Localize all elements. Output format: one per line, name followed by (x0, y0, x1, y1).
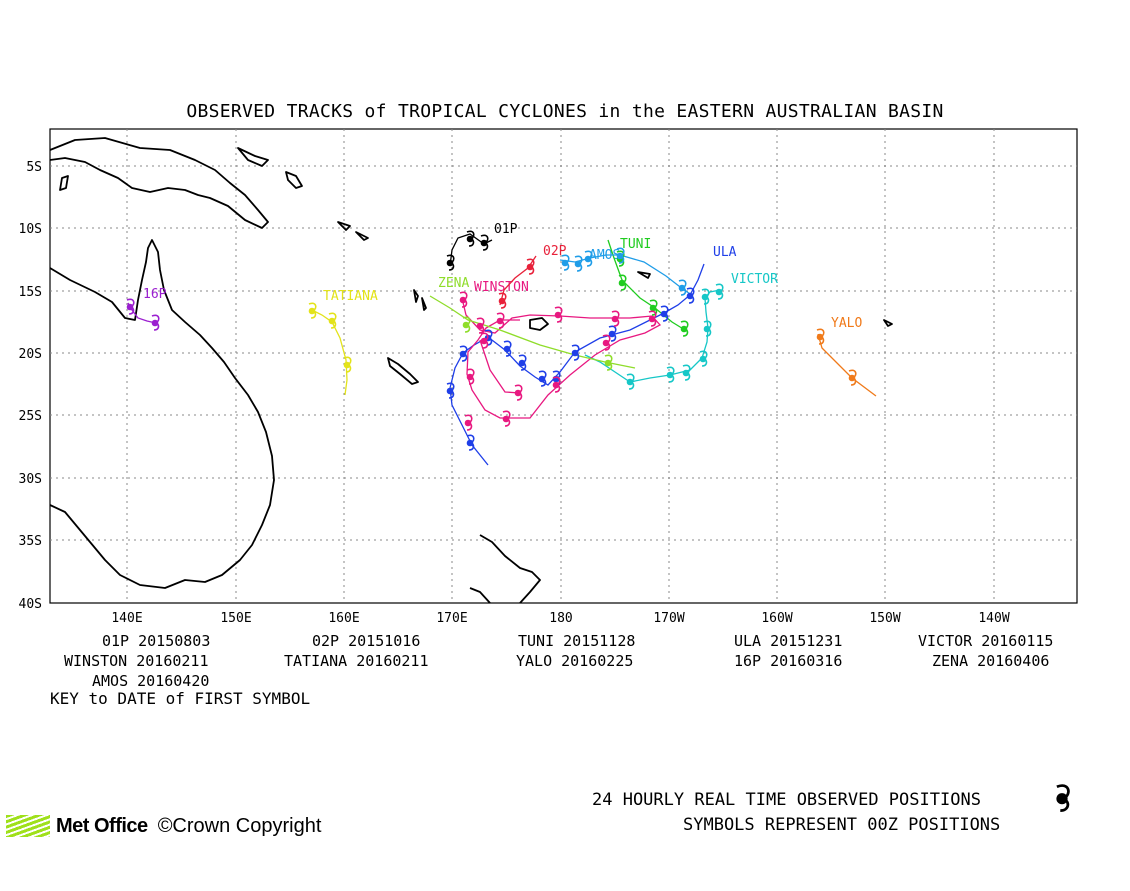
lat-label: 10S (19, 222, 42, 237)
lon-label: 150E (220, 611, 251, 626)
storm-label-zena: ZENA (438, 276, 469, 291)
lat-label: 30S (19, 472, 42, 487)
legend-entry: 16P 20160316 (734, 652, 843, 670)
coastlines (49, 137, 893, 604)
lon-label: 140E (111, 611, 142, 626)
legend-entry: AMOS 20160420 (92, 672, 210, 690)
track-tuni (607, 239, 686, 331)
org-name: Met Office (56, 814, 148, 837)
cyclone-track-map: 5S 10S 15S 20S 25S 30S 35S 40S 140E 150E… (19, 128, 1078, 812)
legend-entry: TATIANA 20160211 (284, 652, 429, 670)
graticule (50, 129, 1077, 603)
lon-label: 170E (436, 611, 467, 626)
track-winston (461, 297, 662, 419)
track-zena (429, 295, 636, 369)
storm-label-16p: 16P (143, 287, 167, 302)
legend-entry: TUNI 20151128 (518, 632, 636, 650)
copyright: ©Crown Copyright (157, 814, 322, 837)
legend-entry: 01P 20150803 (102, 632, 211, 650)
lat-label: 35S (19, 534, 42, 549)
lon-label: 160E (328, 611, 359, 626)
track-yalo (817, 333, 877, 397)
met-office-logo-icon (6, 815, 50, 837)
storm-label-tuni: TUNI (620, 237, 651, 252)
met-office-logo: Met Office ©Crown Copyright (6, 812, 321, 840)
track-winston-b (479, 339, 521, 394)
legend-entry: ULA 20151231 (734, 632, 843, 650)
storm-label-yalo: YALO (831, 316, 862, 331)
track-tatiana (311, 309, 348, 396)
footer-line-2: SYMBOLS REPRESENT 00Z POSITIONS (683, 815, 1001, 835)
lat-label: 15S (19, 285, 42, 300)
track-amos (559, 254, 693, 296)
legend-entry: WINSTON 20160211 (64, 652, 209, 670)
footer-line-1: 24 HOURLY REAL TIME OBSERVED POSITIONS (592, 790, 981, 810)
storm-label-ula: ULA (713, 245, 737, 260)
lon-label: 160W (761, 611, 792, 626)
lon-label: 180 (549, 611, 572, 626)
storm-tracks (127, 233, 877, 466)
storm-label-01p: 01P (494, 222, 518, 237)
lat-label: 40S (19, 597, 42, 612)
map-frame (49, 128, 1078, 604)
storm-label-tatiana: TATIANA (323, 289, 378, 304)
storm-legend: 01P 20150803 02P 20151016 TUNI 20151128 … (50, 631, 1080, 891)
lat-label: 25S (19, 409, 42, 424)
legend-entry: VICTOR 20160115 (918, 632, 1054, 650)
storm-label-victor: VICTOR (731, 272, 778, 287)
lat-label: 20S (19, 347, 42, 362)
storm-label-winston: WINSTON (474, 280, 529, 295)
lon-label: 140W (978, 611, 1009, 626)
lon-label: 170W (653, 611, 684, 626)
legend-entry: 02P 20151016 (312, 632, 421, 650)
lon-label: 150W (869, 611, 900, 626)
legend-entry: YALO 20160225 (516, 652, 634, 670)
track-victor (584, 289, 721, 383)
legend-entry: ZENA 20160406 (932, 652, 1050, 670)
storm-label-02p: 02P (543, 244, 567, 259)
map-title: OBSERVED TRACKS of TROPICAL CYCLONES in … (186, 101, 944, 122)
lat-label: 5S (26, 160, 42, 175)
key-label: KEY to DATE of FIRST SYMBOL (50, 689, 311, 708)
